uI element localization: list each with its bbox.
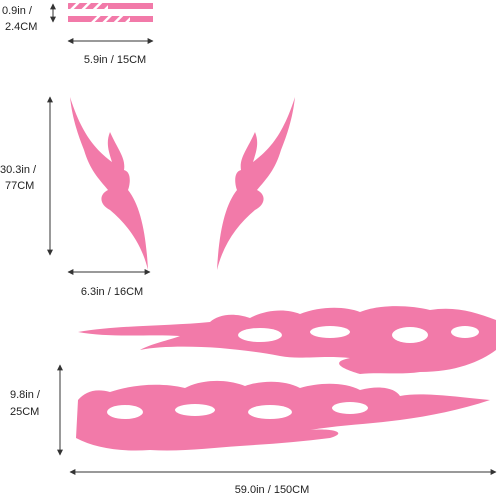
dimension-label: 30.3in / [0,164,37,176]
dimension-label: 5.9in / 15CM [84,54,146,66]
dimension-label: 9.8in / [10,389,41,401]
dimension-label: 2.4CM [5,21,37,33]
dimension-label: 6.3in / 16CM [81,286,143,298]
stripe-decals [68,3,153,22]
dimension-label: 59.0in / 150CM [235,484,310,496]
dimension-label: 0.9in / [2,5,33,17]
dimension-label: 77CM [5,180,34,192]
dimension-label: 25CM [10,406,39,418]
spike-decals [70,97,295,270]
flame-decals [76,306,496,451]
